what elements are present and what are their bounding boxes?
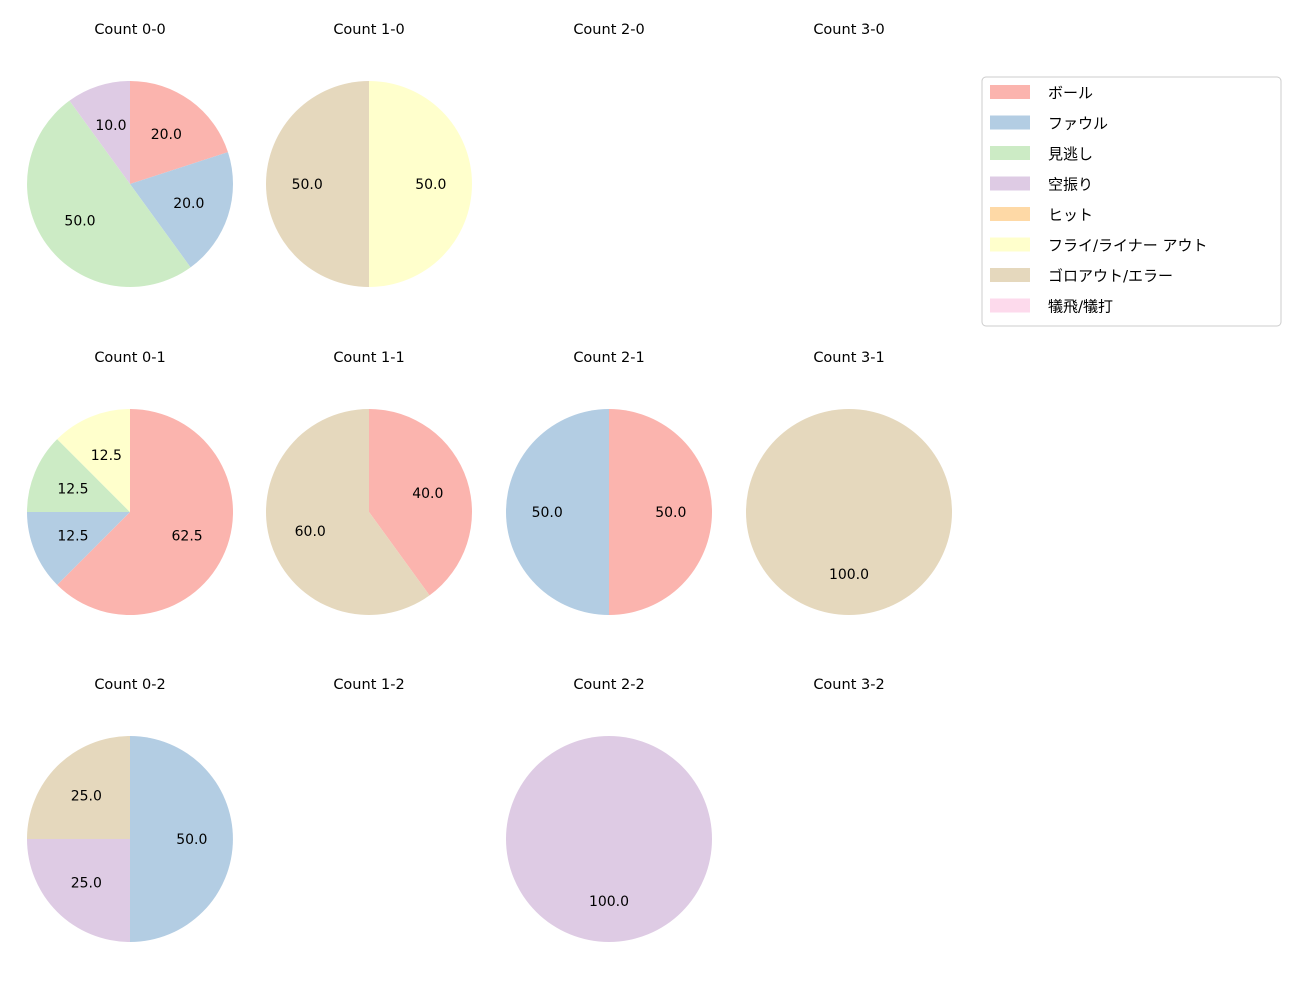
legend-swatch bbox=[990, 237, 1030, 252]
pie-count-3-1: Count 3-1 100.0 bbox=[746, 350, 952, 615]
pie-slice bbox=[265, 409, 430, 615]
legend-swatch bbox=[990, 115, 1030, 130]
legend-label: ファウル bbox=[1048, 115, 1108, 133]
pie-slice bbox=[369, 81, 472, 287]
pie-slice bbox=[506, 736, 712, 942]
legend-label: 見逃し bbox=[1048, 145, 1093, 163]
pie-title: Count 1-2 bbox=[333, 677, 404, 693]
legend-item: 見逃し bbox=[990, 145, 1093, 163]
pie-title: Count 1-1 bbox=[333, 350, 404, 366]
legend-label: ヒット bbox=[1048, 206, 1093, 224]
legend-label: 犠飛/犠打 bbox=[1048, 298, 1113, 316]
pie-slice bbox=[130, 736, 233, 942]
pie-slice bbox=[27, 736, 130, 839]
pie-count-2-2: Count 2-2 100.0 bbox=[506, 677, 712, 942]
pie-title: Count 2-1 bbox=[573, 350, 644, 366]
pie-slice bbox=[27, 839, 130, 942]
legend-item: 空振り bbox=[990, 176, 1093, 194]
slice-label: 12.5 bbox=[91, 448, 122, 464]
pie-slice bbox=[369, 409, 472, 596]
pie-title: Count 0-0 bbox=[94, 22, 165, 38]
pie-title: Count 1-0 bbox=[333, 22, 404, 38]
slice-label: 50.0 bbox=[292, 177, 323, 193]
slice-label: 10.0 bbox=[95, 118, 126, 134]
pie-count-1-0: Count 1-0 50.0 50.0 bbox=[266, 22, 472, 287]
pie-count-1-2: Count 1-2 bbox=[333, 677, 404, 693]
slice-label: 12.5 bbox=[57, 481, 88, 497]
legend-item: フライ/ライナー アウト bbox=[990, 237, 1208, 255]
slice-label: 12.5 bbox=[57, 529, 88, 545]
slice-label: 25.0 bbox=[71, 788, 102, 804]
pie-title: Count 2-2 bbox=[573, 677, 644, 693]
slice-label: 40.0 bbox=[412, 486, 443, 502]
slice-label: 50.0 bbox=[64, 213, 95, 229]
legend-swatch bbox=[990, 176, 1030, 191]
legend-swatch bbox=[990, 298, 1030, 313]
pie-slice bbox=[57, 409, 234, 615]
pie-title: Count 3-0 bbox=[813, 22, 884, 38]
slice-label: 60.0 bbox=[295, 524, 326, 540]
legend-item: ボール bbox=[990, 84, 1093, 102]
slice-label: 50.0 bbox=[176, 832, 207, 848]
legend-item: ゴロアウト/エラー bbox=[990, 267, 1173, 285]
pie-slice bbox=[130, 152, 234, 268]
legend-label: ゴロアウト/エラー bbox=[1048, 267, 1173, 285]
pie-title: Count 3-1 bbox=[813, 350, 884, 366]
legend-item: 犠飛/犠打 bbox=[990, 298, 1113, 316]
pie-count-3-2: Count 3-2 bbox=[813, 677, 884, 693]
legend-label: 空振り bbox=[1048, 176, 1093, 194]
pie-slice bbox=[27, 512, 130, 585]
pie-count-3-0: Count 3-0 bbox=[813, 22, 884, 38]
pie-count-1-1: Count 1-1 40.0 60.0 bbox=[265, 350, 472, 615]
legend-label: フライ/ライナー アウト bbox=[1048, 237, 1208, 255]
slice-label: 50.0 bbox=[532, 505, 563, 521]
legend-item: ファウル bbox=[990, 115, 1108, 133]
pie-count-2-1: Count 2-1 50.0 50.0 bbox=[506, 350, 712, 615]
pie-slice bbox=[506, 409, 609, 615]
legend-swatch bbox=[990, 85, 1030, 99]
slice-label: 20.0 bbox=[173, 196, 204, 212]
pie-slice bbox=[69, 81, 130, 184]
legend-label: ボール bbox=[1048, 84, 1093, 102]
pie-title: Count 0-2 bbox=[94, 677, 165, 693]
legend-swatch bbox=[990, 268, 1030, 282]
pie-slice bbox=[266, 81, 369, 287]
slice-label: 50.0 bbox=[415, 177, 446, 193]
pie-slice bbox=[57, 409, 131, 512]
pie-slice bbox=[27, 100, 191, 287]
pie-count-0-1: Count 0-1 62.5 12.5 12.5 12.5 bbox=[27, 350, 234, 615]
slice-label: 100.0 bbox=[589, 894, 629, 910]
slice-label: 20.0 bbox=[151, 127, 182, 143]
pie-slice bbox=[130, 81, 228, 184]
pie-title: Count 3-2 bbox=[813, 677, 884, 693]
pie-count-2-0: Count 2-0 bbox=[573, 22, 644, 38]
pie-title: Count 2-0 bbox=[573, 22, 644, 38]
slice-label: 50.0 bbox=[655, 505, 686, 521]
legend-swatch bbox=[990, 207, 1030, 221]
pie-count-0-2: Count 0-2 50.0 25.0 25.0 bbox=[27, 677, 233, 942]
pie-count-0-0: Count 0-0 20.0 20.0 50.0 10.0 bbox=[27, 22, 234, 287]
legend-item: ヒット bbox=[990, 206, 1093, 224]
pie-slice bbox=[609, 409, 712, 615]
slice-label: 62.5 bbox=[172, 529, 203, 545]
legend-swatch bbox=[990, 146, 1030, 160]
pie-title: Count 0-1 bbox=[94, 350, 165, 366]
legend-frame bbox=[981, 76, 1282, 327]
slice-label: 25.0 bbox=[71, 876, 102, 892]
pie-slice bbox=[27, 439, 130, 512]
pie-slice bbox=[746, 409, 952, 615]
slice-label: 100.0 bbox=[829, 567, 869, 583]
